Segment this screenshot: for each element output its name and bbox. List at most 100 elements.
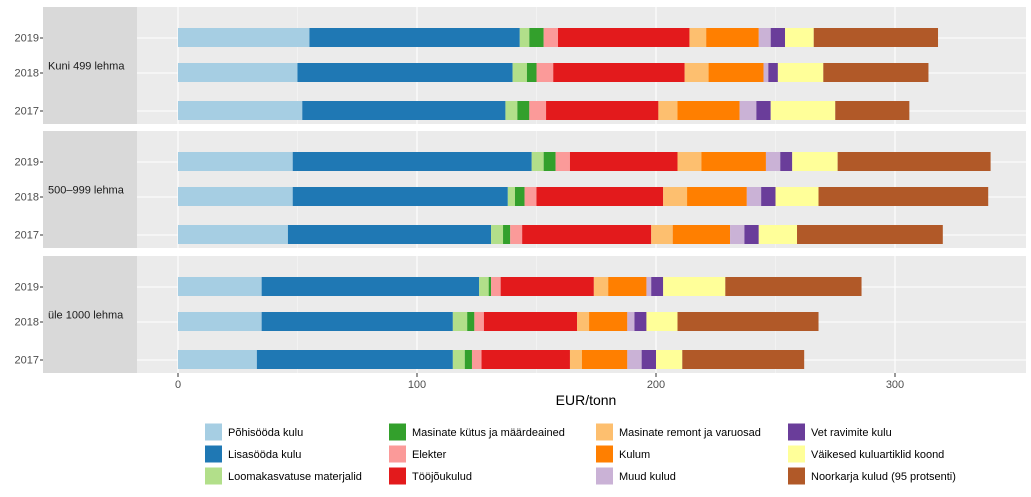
legend-label: Lisasööda kulu — [228, 449, 301, 461]
bar-segment — [608, 277, 647, 296]
bar-segment — [677, 101, 740, 120]
bar-segment — [581, 350, 628, 369]
bar-segment — [744, 225, 759, 244]
bar-segment — [543, 152, 556, 171]
x-axis-title: EUR/tonn — [556, 392, 617, 408]
bar-segment — [531, 152, 544, 171]
bar-segment — [706, 28, 759, 47]
y-tick-label: 2019 — [15, 282, 39, 294]
bar-segment — [491, 225, 504, 244]
bar-segment — [256, 350, 453, 369]
bar-segment — [589, 312, 628, 331]
bar-segment — [746, 187, 762, 206]
bar-segment — [546, 101, 659, 120]
y-tick-label: 2017 — [15, 106, 39, 118]
bar-segment — [646, 277, 652, 296]
bar-segment — [627, 350, 642, 369]
bar-segment — [488, 277, 492, 296]
y-tick-label: 2017 — [15, 230, 39, 242]
bar-segment — [785, 28, 814, 47]
facet-label: üle 1000 lehma — [48, 310, 124, 322]
bar-segment — [452, 312, 468, 331]
legend-label: Masinate remont ja varuosad — [619, 427, 761, 439]
legend-label: Kulum — [619, 449, 650, 461]
bar-segment — [178, 101, 303, 120]
bar-segment — [483, 312, 578, 331]
bar-segment — [503, 225, 511, 244]
legend-label: Noorkarja kulud (95 protsenti) — [811, 471, 956, 483]
bar-segment — [287, 225, 492, 244]
bar-segment — [725, 277, 862, 296]
bar-segment — [261, 312, 453, 331]
legend-key — [205, 445, 222, 463]
bar-segment — [452, 350, 465, 369]
bar-segment — [708, 63, 764, 82]
bar-segment — [818, 187, 989, 206]
bar-segment — [684, 63, 709, 82]
legend-key — [788, 445, 805, 463]
bar-segment — [302, 101, 506, 120]
bar-segment — [178, 312, 262, 331]
bar-segment — [777, 63, 824, 82]
bar-segment — [792, 152, 838, 171]
bar-segment — [178, 63, 298, 82]
bar-segment — [765, 152, 781, 171]
legend-key — [788, 423, 805, 441]
bar-segment — [775, 187, 819, 206]
x-tick-label: 200 — [647, 379, 665, 391]
bar-segment — [797, 225, 943, 244]
bar-segment — [569, 350, 582, 369]
bar-segment — [663, 277, 726, 296]
legend-label: Väikesed kuluartiklid koond — [811, 449, 944, 461]
bar-segment — [292, 187, 508, 206]
bar-segment — [178, 28, 310, 47]
bar-segment — [641, 350, 656, 369]
legend-key — [205, 467, 222, 485]
facet-strip — [43, 131, 137, 248]
bar-segment — [553, 63, 685, 82]
bar-segment — [474, 312, 484, 331]
facet-label: 500–999 lehma — [48, 185, 125, 197]
legend-key — [596, 467, 613, 485]
bar-segment — [529, 101, 547, 120]
bar-segment — [627, 312, 635, 331]
bar-segment — [658, 101, 678, 120]
chart-bars — [178, 28, 991, 369]
y-tick-label: 2018 — [15, 68, 39, 80]
bar-segment — [178, 350, 257, 369]
x-axis: 2019 2018 2017 2019 2018 2017 2019 2018 2017 0 100… — [15, 33, 905, 392]
bar-segment — [178, 277, 262, 296]
bar-segment — [761, 187, 776, 206]
bar-segment — [646, 312, 678, 331]
legend-key — [389, 445, 406, 463]
bar-segment — [536, 63, 554, 82]
bar-segment — [178, 225, 288, 244]
bar-segment — [309, 28, 520, 47]
bar-segment — [297, 63, 513, 82]
bar-segment — [505, 101, 518, 120]
bar-segment — [663, 187, 688, 206]
bar-segment — [593, 277, 609, 296]
legend-label: Vet ravimite kulu — [811, 427, 892, 439]
y-tick-label: 2019 — [15, 157, 39, 169]
legend-key — [389, 467, 406, 485]
bar-segment — [543, 28, 559, 47]
bar-segment — [569, 152, 678, 171]
x-tick-label: 100 — [408, 379, 426, 391]
bar-segment — [677, 152, 702, 171]
y-tick-label: 2019 — [15, 33, 39, 45]
bar-segment — [471, 350, 482, 369]
bar-segment — [672, 225, 731, 244]
bar-segment — [577, 312, 590, 331]
bar-segment — [481, 350, 570, 369]
bar-segment — [634, 312, 647, 331]
facet-label: Kuni 499 lehma — [48, 61, 125, 73]
bar-segment — [536, 187, 664, 206]
bar-segment — [689, 28, 707, 47]
y-tick-label: 2018 — [15, 317, 39, 329]
bar-segment — [730, 225, 745, 244]
bar-segment — [514, 187, 525, 206]
bar-segment — [292, 152, 532, 171]
legend-key — [788, 467, 805, 485]
